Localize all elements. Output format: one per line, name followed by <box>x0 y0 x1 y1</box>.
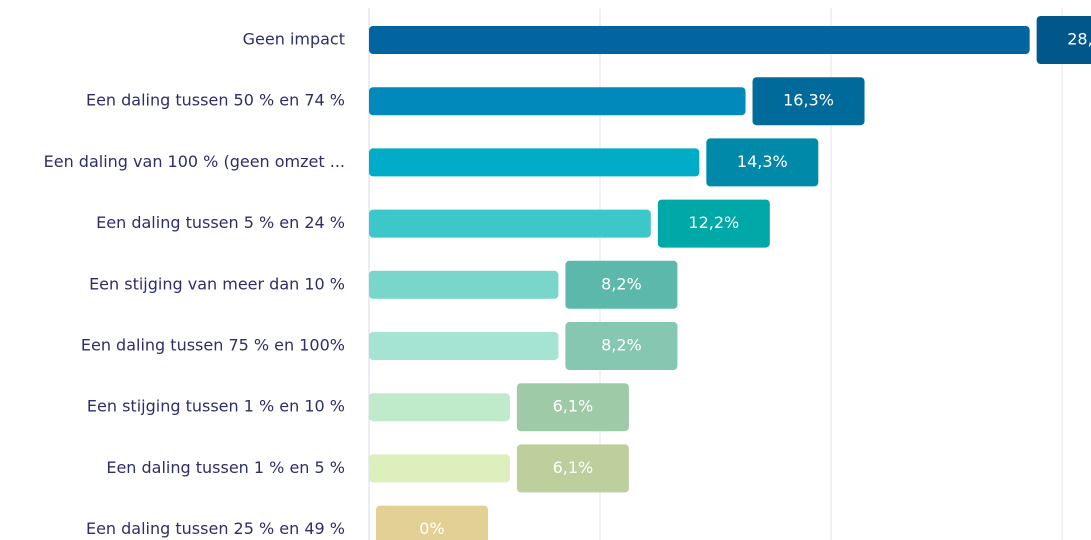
value-label: 6,1% <box>553 458 594 477</box>
value-label-box <box>657 199 770 248</box>
value-label: 6,1% <box>553 397 594 416</box>
category-label: Een stijging van meer dan 10 % <box>89 274 345 293</box>
value-label: 8,2% <box>601 274 642 293</box>
bar <box>369 393 510 422</box>
value-label: 14,3% <box>737 152 788 171</box>
value-label-box <box>1036 16 1091 64</box>
category-label: Een daling tussen 75 % en 100% <box>81 336 345 355</box>
category-label: Een daling tussen 25 % en 49 % <box>86 519 345 538</box>
category-label: Een daling tussen 5 % en 24 % <box>96 213 345 232</box>
category-label: Geen impact <box>243 30 345 49</box>
category-label: Een daling van 100 % (geen omzet ... <box>44 152 345 171</box>
value-label: 8,2% <box>601 336 642 355</box>
value-label-box <box>706 138 819 187</box>
value-label-box <box>565 260 678 309</box>
category-label: Een daling tussen 1 % en 5 % <box>106 458 345 477</box>
value-label: 16,3% <box>783 91 834 110</box>
bar <box>369 270 559 299</box>
bar <box>369 209 651 238</box>
bar <box>369 148 700 177</box>
value-label-box <box>516 444 629 493</box>
category-label: Een stijging tussen 1 % en 10 % <box>87 397 345 416</box>
value-label-box <box>752 77 865 126</box>
value-label: 28,6% <box>1067 30 1091 49</box>
value-label-box <box>516 383 629 432</box>
value-label: 0% <box>419 519 444 538</box>
bar <box>369 26 1030 54</box>
value-label-box <box>376 505 488 540</box>
value-label-box <box>565 322 678 370</box>
value-label: 12,2% <box>688 213 739 232</box>
bar <box>369 87 746 116</box>
bar <box>369 332 559 360</box>
category-label: Een daling tussen 50 % en 74 % <box>86 91 345 110</box>
bar <box>369 454 510 483</box>
